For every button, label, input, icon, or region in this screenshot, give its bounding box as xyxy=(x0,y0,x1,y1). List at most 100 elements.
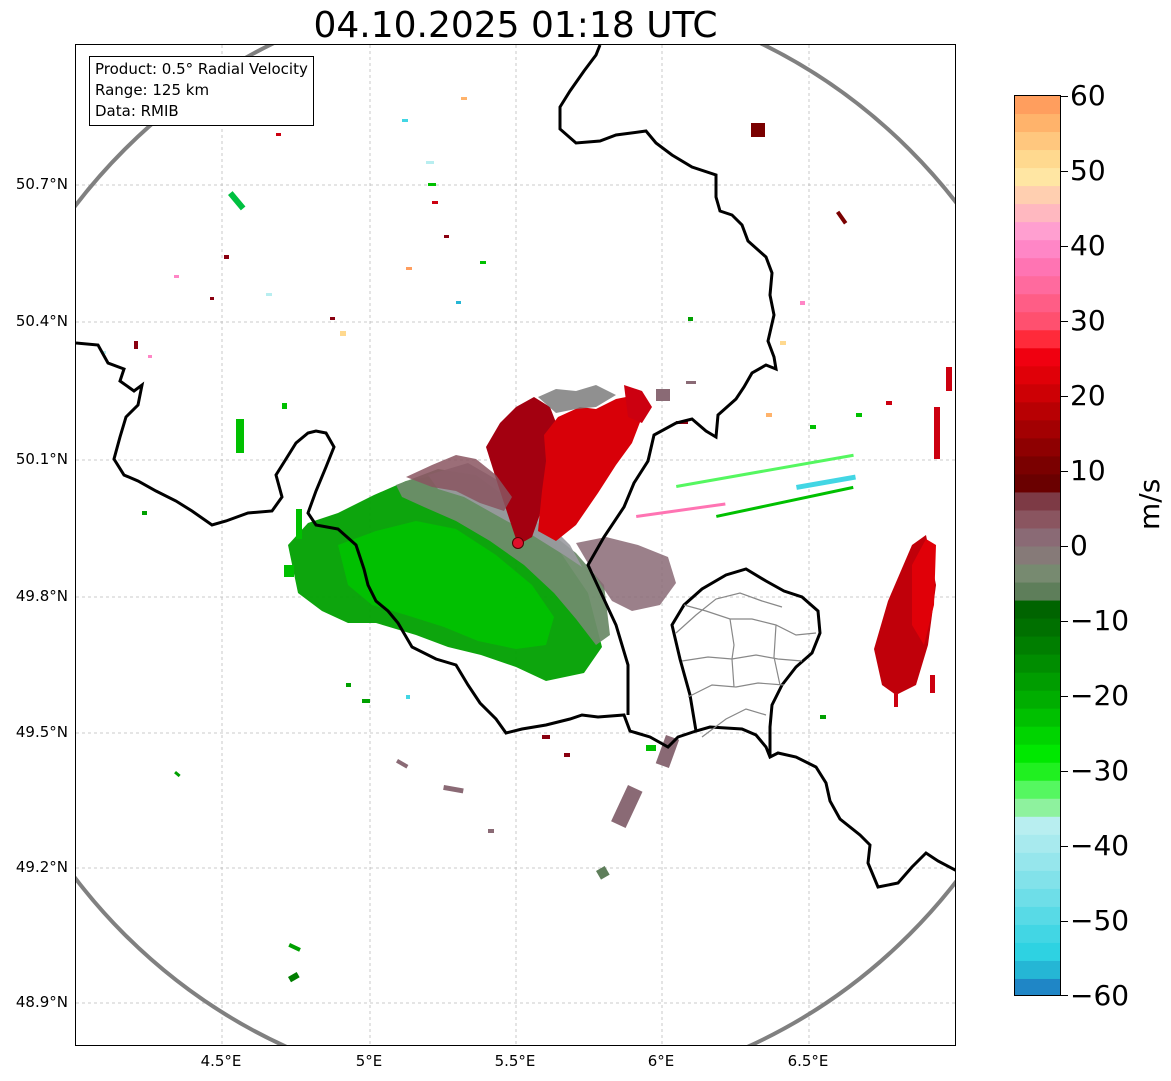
colorbar-band xyxy=(1015,96,1060,115)
lon-label-6: 6°E xyxy=(647,1052,675,1070)
colorbar-band xyxy=(1015,888,1060,908)
cb-tick xyxy=(1061,171,1068,172)
lat-label-49-2: 49.2°N xyxy=(15,858,68,876)
colorbar-band xyxy=(1015,618,1060,638)
lat-label-50-4: 50.4°N xyxy=(15,312,68,330)
cb-tick xyxy=(1061,471,1068,472)
colorbar-band xyxy=(1015,798,1060,818)
cb-tick xyxy=(1061,246,1068,247)
colorbar-band xyxy=(1015,510,1060,530)
velocity-colorbar xyxy=(1014,95,1061,996)
cb-label: 0 xyxy=(1070,529,1088,562)
lon-label-4-5: 4.5°E xyxy=(200,1052,242,1070)
colorbar-band xyxy=(1015,150,1060,169)
lat-label-48-9: 48.9°N xyxy=(15,993,68,1011)
info-product: Product: 0.5° Radial Velocity xyxy=(95,60,308,78)
cb-tick xyxy=(1061,96,1068,97)
lat-label-50-7: 50.7°N xyxy=(15,175,68,193)
colorbar-band xyxy=(1015,330,1060,349)
colorbar-band xyxy=(1015,492,1060,512)
colorbar-band xyxy=(1015,762,1060,782)
colorbar-band xyxy=(1015,366,1060,385)
colorbar-band xyxy=(1015,474,1060,494)
cb-label: −40 xyxy=(1070,829,1130,862)
info-box: Product: 0.5° Radial Velocity Range: 125… xyxy=(89,56,314,126)
radar-map[interactable] xyxy=(75,44,956,1046)
inbound-echo-core xyxy=(338,521,554,649)
radar-map-canvas xyxy=(76,45,955,1045)
colorbar-band xyxy=(1015,294,1060,313)
colorbar-band xyxy=(1015,870,1060,890)
colorbar-band xyxy=(1015,906,1060,926)
cb-tick xyxy=(1061,321,1068,322)
info-range: Range: 125 km xyxy=(95,81,210,99)
outbound-echo-mauve xyxy=(406,455,512,511)
colorbar-band xyxy=(1015,204,1060,223)
colorbar-band xyxy=(1015,744,1060,764)
cb-tick xyxy=(1061,696,1068,697)
colorbar-band xyxy=(1015,690,1060,710)
colorbar-band xyxy=(1015,582,1060,602)
colorbar-band xyxy=(1015,456,1060,476)
lon-label-5: 5°E xyxy=(355,1052,383,1070)
colorbar-band xyxy=(1015,186,1060,205)
colorbar-unit-label: m/s xyxy=(1133,478,1166,530)
colorbar-gradient xyxy=(1015,96,1060,995)
echo-grey-north xyxy=(538,385,616,413)
colorbar-band xyxy=(1015,708,1060,728)
outbound-echo-east xyxy=(576,537,676,611)
zero-velocity-band xyxy=(396,469,610,645)
map-title: 04.10.2025 01:18 UTC xyxy=(313,5,718,46)
colorbar-band xyxy=(1015,780,1060,800)
velocity-echoes xyxy=(102,97,952,983)
colorbar-band xyxy=(1015,564,1060,584)
colorbar-band xyxy=(1015,924,1060,944)
lon-label-5-5: 5.5°E xyxy=(494,1052,536,1070)
lon-label-6-5: 6.5°E xyxy=(787,1052,829,1070)
cb-tick xyxy=(1061,771,1068,772)
colorbar-band xyxy=(1015,528,1060,548)
lat-label-49-8: 49.8°N xyxy=(15,587,68,605)
colorbar-band xyxy=(1015,654,1060,674)
colorbar-band xyxy=(1015,240,1060,259)
colorbar-band xyxy=(1015,834,1060,854)
cb-label: 20 xyxy=(1070,379,1106,412)
colorbar-band xyxy=(1015,348,1060,367)
colorbar-band xyxy=(1015,726,1060,746)
colorbar-band xyxy=(1015,402,1060,421)
colorbar-band xyxy=(1015,384,1060,403)
country-borders xyxy=(76,45,955,889)
colorbar-band xyxy=(1015,132,1060,151)
colorbar-band xyxy=(1015,258,1060,277)
colorbar-band xyxy=(1015,276,1060,295)
outbound-echo-core xyxy=(538,395,642,541)
radar-site-marker[interactable] xyxy=(512,537,524,549)
colorbar-band xyxy=(1015,960,1060,980)
cb-tick xyxy=(1061,846,1068,847)
lat-label-49-5: 49.5°N xyxy=(15,723,68,741)
cb-label: −20 xyxy=(1070,679,1130,712)
scattered-clutter xyxy=(102,97,952,983)
colorbar-band xyxy=(1015,438,1060,457)
cb-label: −30 xyxy=(1070,754,1130,787)
colorbar-band xyxy=(1015,816,1060,836)
cb-tick xyxy=(1061,621,1068,622)
colorbar-band xyxy=(1015,852,1060,872)
cb-label: −10 xyxy=(1070,604,1130,637)
cb-label: −50 xyxy=(1070,904,1130,937)
colorbar-band xyxy=(1015,312,1060,331)
colorbar-band xyxy=(1015,114,1060,133)
colorbar-band xyxy=(1015,978,1060,995)
colorbar-band xyxy=(1015,168,1060,187)
colorbar-band xyxy=(1015,546,1060,566)
lat-label-50-1: 50.1°N xyxy=(15,450,68,468)
cb-tick xyxy=(1061,546,1068,547)
colorbar-band xyxy=(1015,420,1060,439)
colorbar-band xyxy=(1015,636,1060,656)
cb-label: 60 xyxy=(1070,79,1106,112)
cb-label: 10 xyxy=(1070,454,1106,487)
cb-label: 40 xyxy=(1070,229,1106,262)
cb-label: 30 xyxy=(1070,304,1106,337)
echo-red-northeast xyxy=(624,385,652,423)
cb-label: −60 xyxy=(1070,979,1130,1012)
